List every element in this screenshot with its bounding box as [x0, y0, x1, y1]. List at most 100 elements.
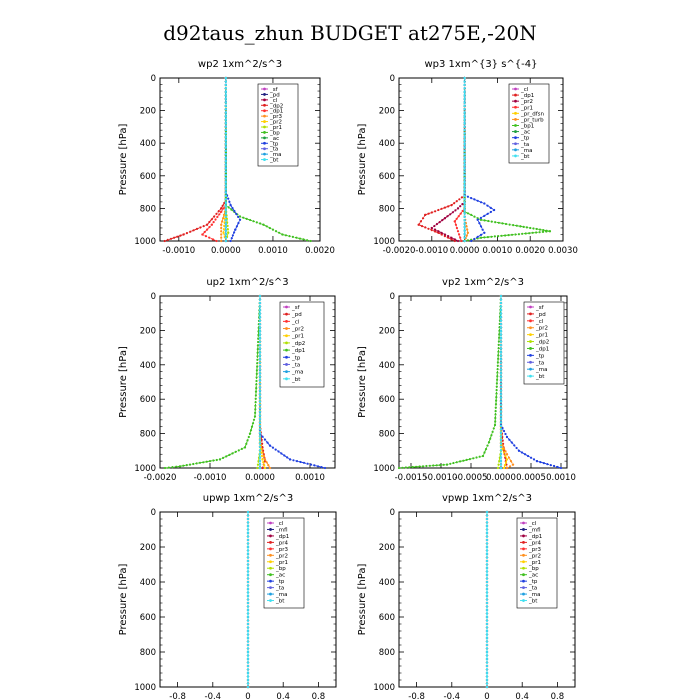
legend-marker [269, 553, 272, 557]
series-point [463, 205, 466, 208]
legend-label: _pr3 [275, 547, 289, 553]
series-point [499, 459, 503, 463]
series-point [255, 372, 258, 375]
series-point [430, 211, 433, 214]
series-point [254, 401, 257, 404]
series-point [224, 153, 227, 156]
series-point [210, 218, 213, 221]
series-point [246, 668, 250, 671]
series-point [202, 461, 205, 464]
series-point [246, 636, 250, 640]
legend-marker [514, 118, 517, 121]
series-point [255, 376, 258, 379]
series-point [463, 219, 466, 222]
legend-marker [263, 158, 266, 161]
series-point [237, 449, 240, 452]
series-point [438, 221, 441, 224]
series-point [490, 220, 493, 223]
legend-label: _dp1 [535, 346, 549, 352]
series-point [224, 87, 227, 90]
series-point [485, 580, 489, 584]
series-point [224, 101, 227, 104]
legend-marker [263, 131, 266, 134]
series-point [218, 458, 222, 461]
series-point [246, 556, 250, 559]
legend-label: _dp1 [275, 534, 289, 540]
series-point [249, 429, 253, 432]
legend-marker [285, 355, 288, 359]
series-point [526, 454, 530, 458]
legend-marker [269, 586, 272, 590]
series-point [499, 421, 503, 424]
series-point [302, 461, 306, 464]
series-point [485, 542, 489, 545]
series-point [258, 316, 262, 319]
series-point [246, 619, 250, 622]
legend-label: _bt [291, 377, 301, 383]
series-point [208, 226, 211, 229]
series-point [288, 235, 291, 238]
series-point [499, 389, 503, 392]
series-point [494, 410, 497, 413]
legend-marker [269, 528, 272, 531]
series-point [553, 464, 556, 468]
series-point [188, 463, 192, 466]
series-point [258, 351, 262, 354]
series-point [473, 198, 476, 201]
series-point [224, 108, 227, 111]
series-point [224, 201, 227, 204]
series-point [538, 228, 542, 231]
series-point [460, 196, 464, 199]
series-point [497, 343, 500, 346]
series-point [302, 238, 305, 241]
series-line-tp [225, 78, 241, 242]
series-point [486, 212, 489, 215]
series-point [169, 237, 173, 240]
series-point [496, 361, 499, 364]
series-point [258, 428, 262, 431]
series-point [277, 450, 280, 453]
series-point [494, 406, 497, 409]
legend-label: _tp [528, 579, 538, 585]
series-point [217, 210, 220, 213]
series-point [246, 542, 250, 545]
series-point [459, 460, 462, 463]
series-point [463, 170, 466, 173]
series-point [215, 212, 218, 215]
series-point [559, 466, 563, 470]
x-tick-label: -0.4 [205, 692, 222, 700]
series-point [268, 226, 271, 230]
series-point [237, 215, 240, 218]
y-axis-label: Pressure [hPa] [118, 346, 129, 418]
series-point [504, 454, 507, 458]
series-point [484, 448, 488, 451]
series-point [178, 465, 182, 468]
series-point [255, 221, 258, 224]
legend-marker [285, 319, 288, 323]
series-point [222, 217, 225, 220]
series-point [246, 633, 250, 636]
legend-marker [269, 547, 272, 551]
series-point [496, 368, 499, 371]
series-point [463, 174, 466, 177]
series-point [246, 657, 250, 661]
legend-marker [522, 521, 525, 525]
series-point [418, 465, 421, 468]
legend-marker [529, 326, 532, 330]
series-point [485, 619, 489, 622]
legend-label: _ac [528, 573, 538, 579]
series-point [265, 461, 268, 464]
series-point [274, 448, 277, 451]
series-point [206, 228, 209, 231]
legend-label: _dp2 [269, 103, 283, 109]
legend-label: _dp1 [528, 534, 542, 540]
series-point [417, 223, 420, 226]
series-point [470, 213, 473, 216]
series-point [499, 445, 503, 448]
series-point [476, 199, 479, 202]
y-tick-label: 400 [140, 139, 156, 149]
series-point [463, 239, 466, 243]
series-point [499, 456, 503, 459]
y-axis-label: Pressure [hPa] [118, 124, 129, 196]
series-point [182, 464, 185, 467]
